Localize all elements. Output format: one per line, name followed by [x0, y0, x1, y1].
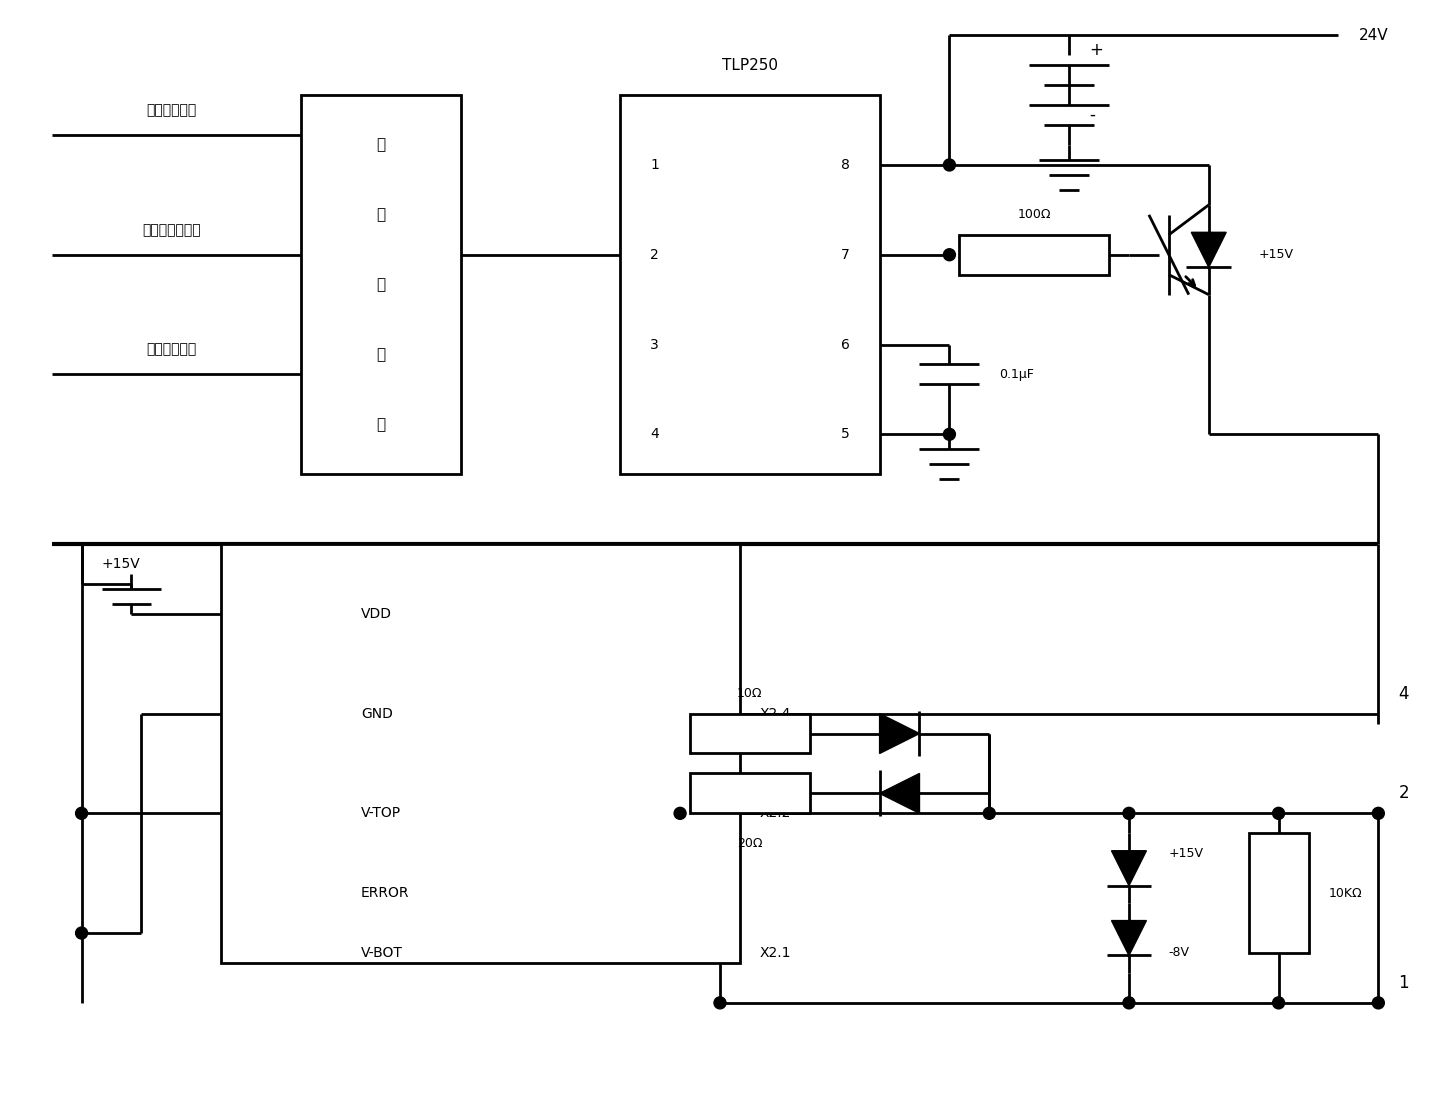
Text: TLP250: TLP250 — [722, 57, 778, 73]
Circle shape — [944, 428, 955, 440]
Text: 信: 信 — [377, 138, 385, 152]
Text: 1: 1 — [1398, 974, 1409, 991]
Circle shape — [984, 807, 995, 819]
Polygon shape — [1111, 851, 1147, 885]
Text: X2.1: X2.1 — [760, 946, 792, 960]
Text: +: + — [1090, 41, 1103, 60]
Text: 20Ω: 20Ω — [737, 837, 763, 850]
Circle shape — [944, 159, 955, 171]
Text: 器: 器 — [377, 417, 385, 432]
Bar — [222, 544, 740, 963]
Text: X2.2: X2.2 — [760, 806, 792, 820]
Text: X2.4: X2.4 — [760, 707, 792, 721]
Text: +15V: +15V — [1259, 248, 1293, 262]
Circle shape — [715, 997, 726, 1009]
Bar — [959, 235, 1108, 275]
Circle shape — [944, 248, 955, 261]
Circle shape — [1123, 807, 1136, 819]
Text: 0.1μF: 0.1μF — [1000, 368, 1034, 381]
Bar — [1249, 834, 1309, 953]
Text: 24V: 24V — [1359, 28, 1388, 43]
Text: +15V: +15V — [102, 558, 140, 571]
Polygon shape — [1111, 921, 1147, 955]
Circle shape — [674, 807, 686, 819]
Text: 2: 2 — [1398, 784, 1409, 803]
Text: +15V: +15V — [1169, 847, 1204, 860]
Circle shape — [76, 807, 87, 819]
Text: 10KΩ: 10KΩ — [1329, 887, 1362, 900]
Bar — [620, 95, 879, 475]
Text: 2: 2 — [650, 247, 659, 262]
Text: 发: 发 — [377, 277, 385, 293]
Text: -: - — [1090, 106, 1095, 124]
Text: ERROR: ERROR — [361, 887, 410, 900]
Circle shape — [1372, 997, 1385, 1009]
Text: -8V: -8V — [1169, 946, 1190, 959]
Bar — [301, 95, 461, 475]
Text: 8: 8 — [841, 158, 849, 172]
Text: V-TOP: V-TOP — [361, 806, 401, 820]
Polygon shape — [1191, 232, 1226, 267]
Text: 方波幅值调节: 方波幅值调节 — [146, 342, 196, 357]
Circle shape — [1273, 807, 1285, 819]
Text: GND: GND — [361, 707, 392, 721]
Polygon shape — [879, 713, 919, 754]
Text: 4: 4 — [1398, 684, 1409, 702]
Bar — [690, 713, 809, 754]
Circle shape — [1372, 807, 1385, 819]
Polygon shape — [879, 774, 919, 814]
Text: 1: 1 — [650, 158, 659, 172]
Text: V-BOT: V-BOT — [361, 946, 402, 960]
Circle shape — [1123, 997, 1136, 1009]
Text: 号: 号 — [377, 208, 385, 222]
Text: 方波频率调节: 方波频率调节 — [146, 103, 196, 117]
Text: 6: 6 — [841, 338, 849, 351]
Text: VDD: VDD — [361, 607, 392, 620]
Text: 7: 7 — [841, 247, 849, 262]
Text: 3: 3 — [650, 338, 659, 351]
Text: 100Ω: 100Ω — [1018, 209, 1051, 221]
Text: 生: 生 — [377, 347, 385, 362]
Text: 4: 4 — [650, 427, 659, 442]
Text: 方波占空比调节: 方波占空比调节 — [142, 223, 200, 237]
Circle shape — [1273, 997, 1285, 1009]
Text: 10Ω: 10Ω — [737, 687, 763, 700]
Circle shape — [76, 927, 87, 940]
Text: 5: 5 — [841, 427, 849, 442]
Bar — [690, 774, 809, 814]
